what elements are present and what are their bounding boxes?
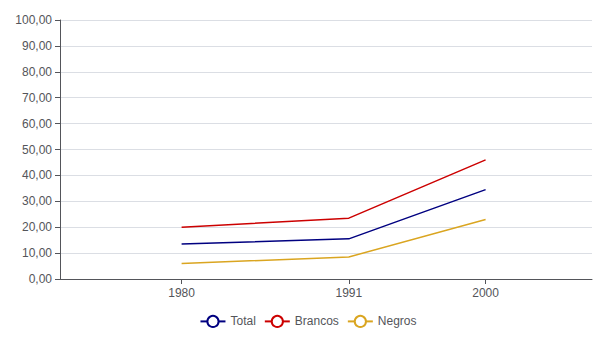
svg-text:1991: 1991 xyxy=(335,286,362,300)
svg-text:2000: 2000 xyxy=(472,286,499,300)
svg-text:Brancos: Brancos xyxy=(295,314,339,328)
svg-text:Negros: Negros xyxy=(378,314,417,328)
svg-text:1980: 1980 xyxy=(168,286,195,300)
svg-text:Total: Total xyxy=(230,314,255,328)
svg-text:30,00: 30,00 xyxy=(22,194,52,208)
svg-text:100,00: 100,00 xyxy=(15,13,52,27)
svg-text:0,00: 0,00 xyxy=(29,272,53,286)
svg-text:60,00: 60,00 xyxy=(22,117,52,131)
svg-text:10,00: 10,00 xyxy=(22,246,52,260)
svg-text:90,00: 90,00 xyxy=(22,39,52,53)
svg-text:70,00: 70,00 xyxy=(22,91,52,105)
svg-text:20,00: 20,00 xyxy=(22,220,52,234)
svg-text:50,00: 50,00 xyxy=(22,143,52,157)
svg-text:40,00: 40,00 xyxy=(22,168,52,182)
svg-text:80,00: 80,00 xyxy=(22,65,52,79)
